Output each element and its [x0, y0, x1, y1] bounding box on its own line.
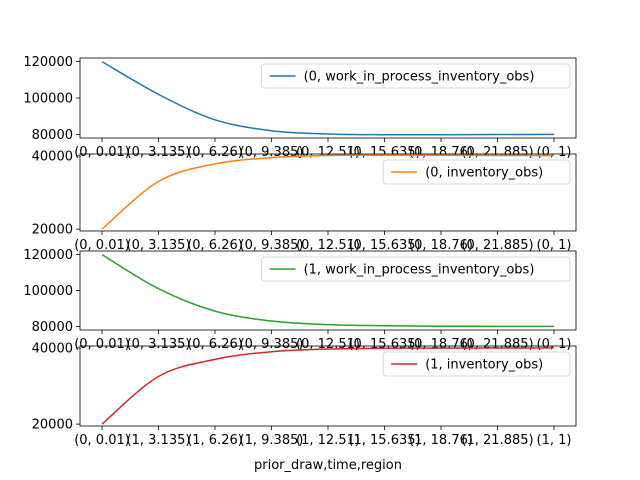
x-tick-label: (0, 0.01)	[74, 238, 130, 253]
x-tick-label: (1, 6.26)	[187, 433, 243, 448]
x-tick-label: (1, 3.135)	[127, 433, 191, 448]
x-tick-label: (1, 21.885)	[461, 433, 533, 448]
x-tick-label: (0, 21.885)	[461, 238, 533, 253]
x-axis-label: prior_draw,time,region	[254, 458, 402, 473]
x-tick-label: (1, 18.76)	[409, 433, 473, 448]
x-tick-label: (0, 9.385)	[240, 238, 304, 253]
x-tick-label: (0, 3.135)	[127, 337, 191, 352]
y-tick-label: 40000	[32, 341, 73, 356]
series-line	[101, 154, 555, 230]
x-tick-label: (0, 0.01)	[74, 337, 130, 352]
x-tick-label: (0, 18.76)	[409, 145, 473, 160]
legend-label: (1, inventory_obs)	[425, 358, 543, 373]
x-tick-label: (1, 9.385)	[240, 433, 304, 448]
x-tick-label: (0, 6.26)	[187, 145, 243, 160]
x-tick-label: (0, 6.26)	[187, 238, 243, 253]
x-tick-label: (0, 21.885)	[461, 337, 533, 352]
legend-box	[382, 351, 571, 377]
x-tick-label: (1, 1)	[537, 433, 572, 448]
series-line	[101, 347, 555, 425]
legend-box	[261, 256, 571, 282]
x-tick-label: (0, 0.01)	[74, 145, 130, 160]
x-tick-label: (0, 6.26)	[187, 337, 243, 352]
x-tick-label: (0, 1)	[537, 238, 572, 253]
y-tick-label: 80000	[32, 320, 73, 335]
x-tick-label: (0, 0.01)	[74, 433, 130, 448]
legend-label: (1, work_in_process_inventory_obs)	[304, 263, 535, 278]
y-tick-label: 100000	[23, 92, 73, 107]
legend-box	[261, 63, 571, 89]
x-tick-label: (0, 18.76)	[409, 238, 473, 253]
x-tick-label: (0, 1)	[537, 337, 572, 352]
y-tick-label: 120000	[23, 55, 73, 70]
x-tick-label: (0, 15.635)	[348, 238, 420, 253]
y-tick-label: 20000	[32, 418, 73, 433]
y-tick-label: 20000	[32, 223, 73, 238]
x-tick-label: (0, 1)	[537, 145, 572, 160]
series-line	[101, 60, 555, 136]
x-tick-label: (0, 12.51)	[296, 238, 360, 253]
y-tick-label: 40000	[32, 149, 73, 164]
x-tick-label: (0, 3.135)	[127, 238, 191, 253]
legend-box	[382, 159, 571, 185]
x-tick-label: (1, 12.51)	[296, 433, 360, 448]
x-tick-label: (1, 15.635)	[348, 433, 420, 448]
series-line	[101, 253, 555, 328]
y-tick-label: 100000	[23, 284, 73, 299]
x-tick-label: (0, 3.135)	[127, 145, 191, 160]
y-tick-label: 120000	[23, 248, 73, 263]
y-tick-label: 80000	[32, 128, 73, 143]
legend-label: (0, work_in_process_inventory_obs)	[304, 70, 535, 85]
legend-label: (0, inventory_obs)	[425, 166, 543, 181]
x-tick-label: (0, 15.635)	[348, 145, 420, 160]
x-tick-label: (0, 21.885)	[461, 145, 533, 160]
x-tick-label: (0, 9.385)	[240, 337, 304, 352]
